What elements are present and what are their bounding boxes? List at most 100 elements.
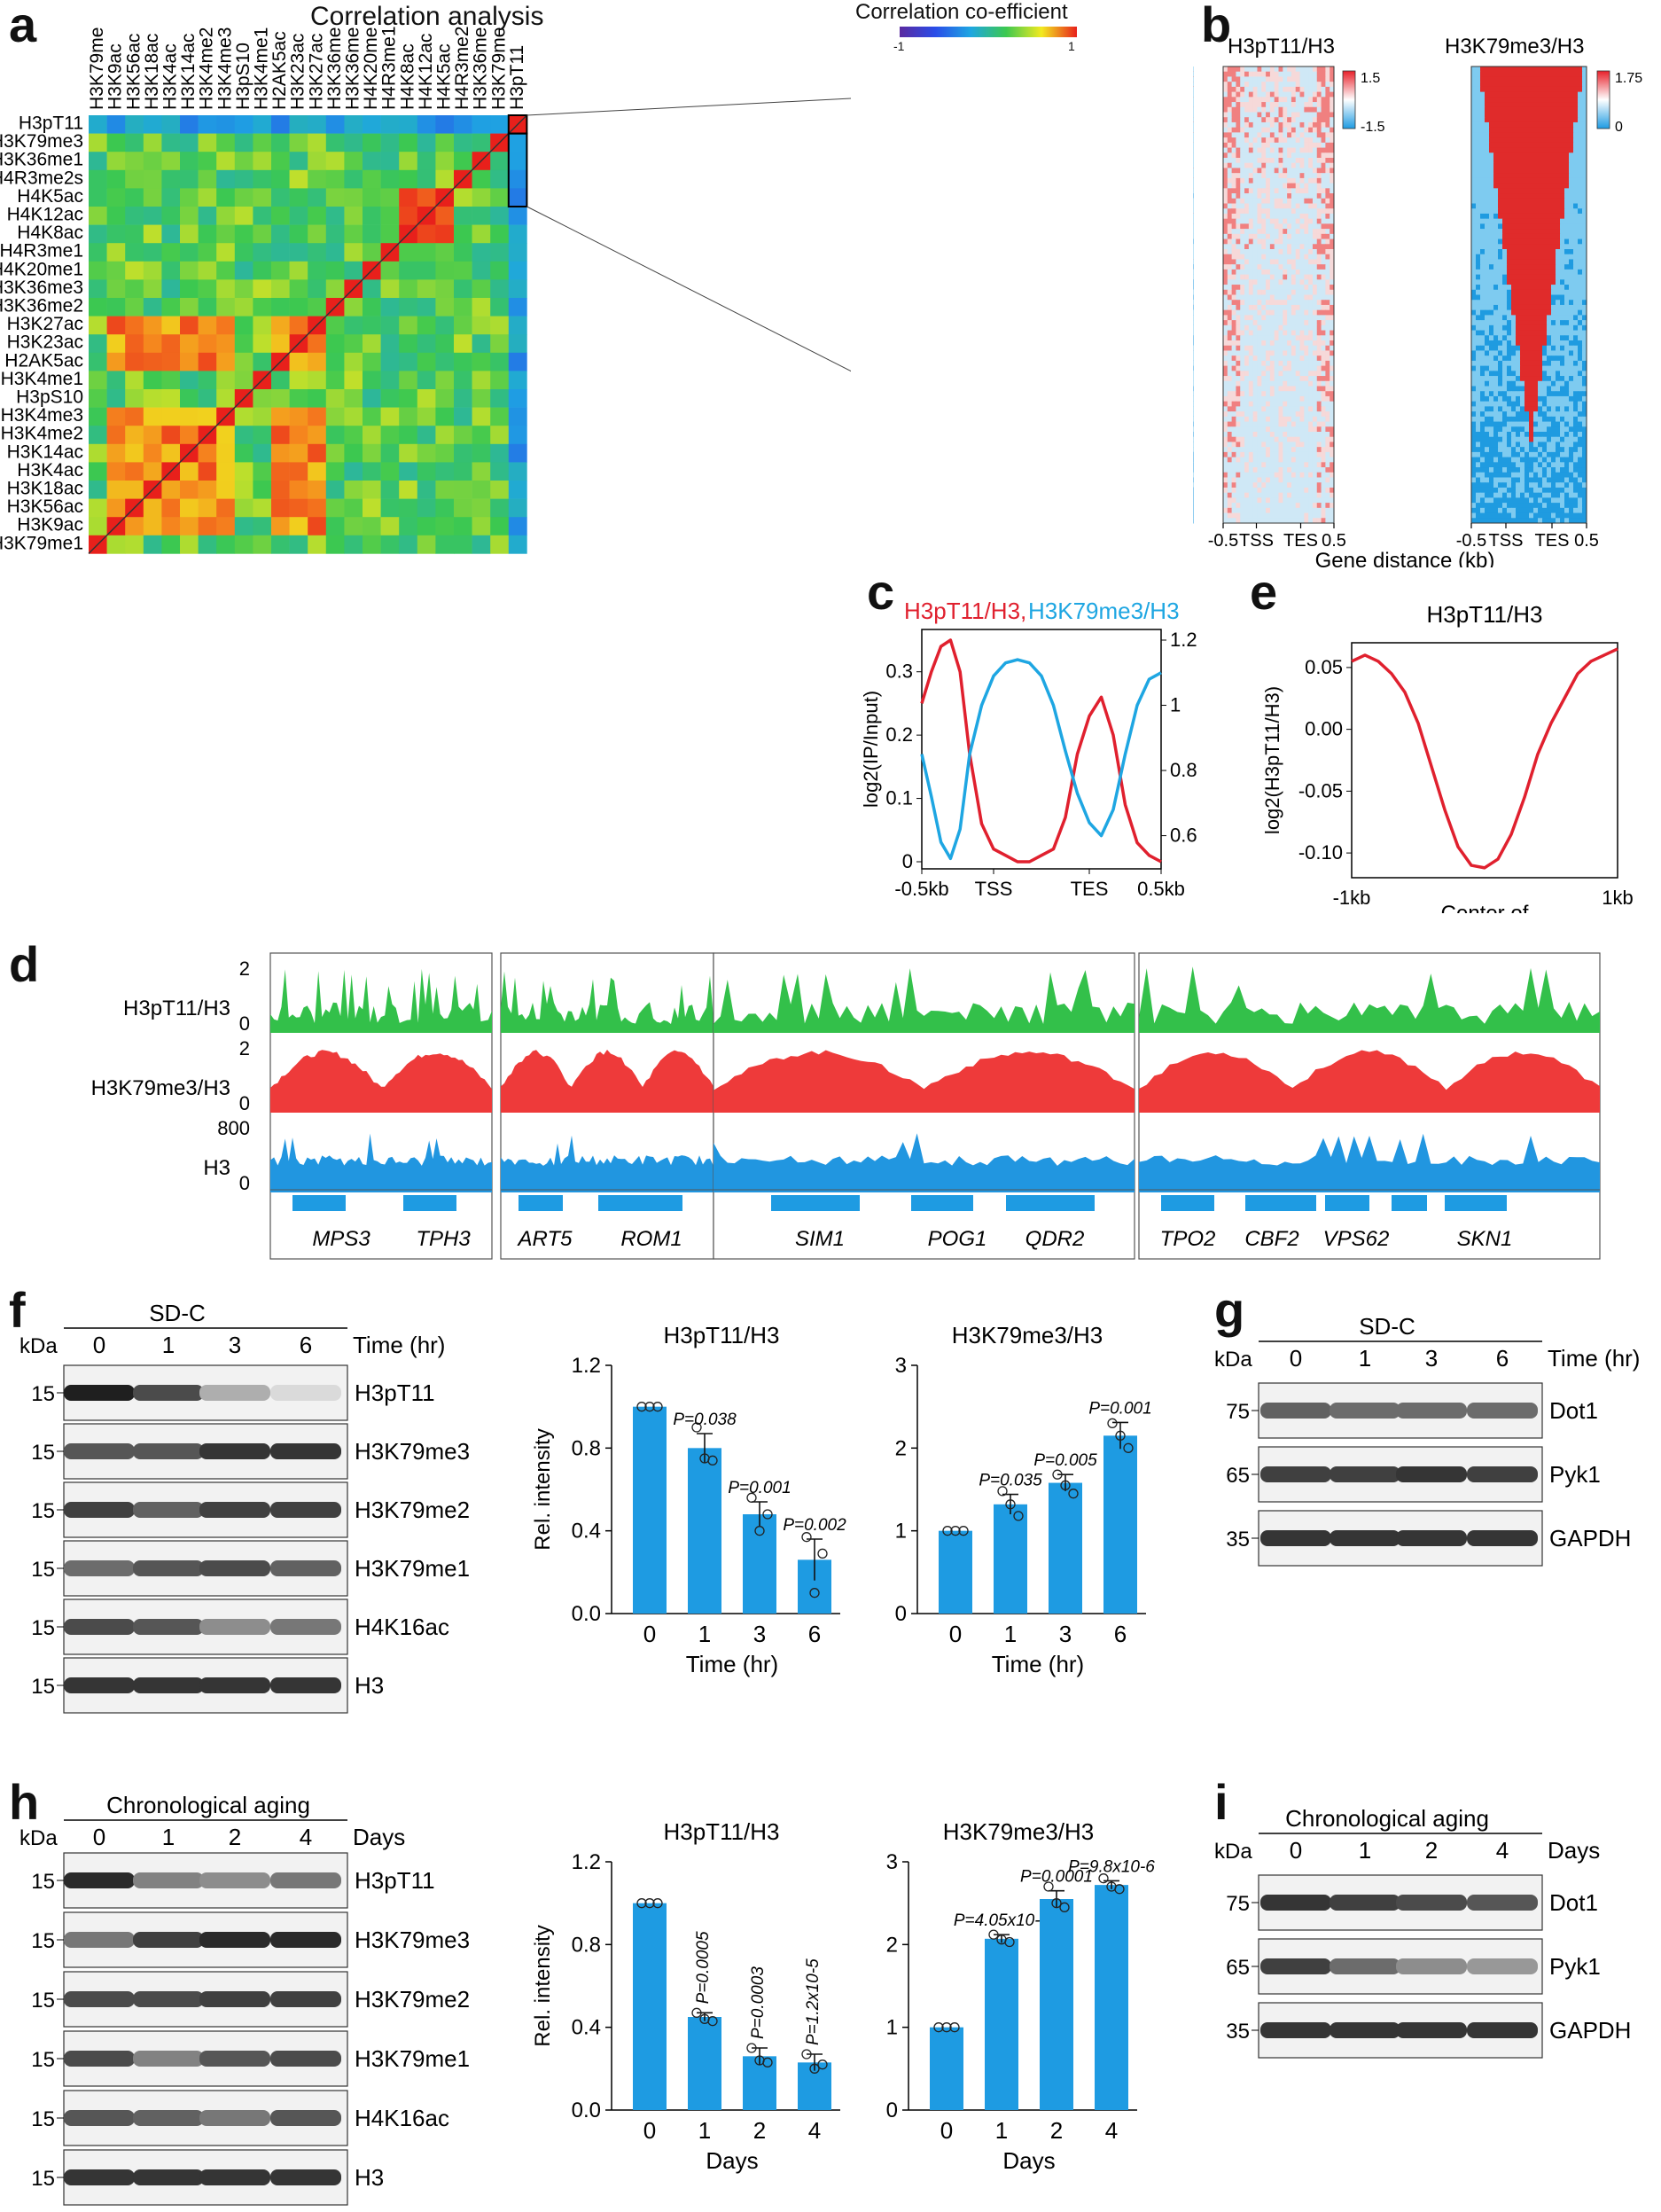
heatmap-cell [1269, 386, 1275, 392]
heatmap-cell [1244, 436, 1250, 442]
heatmap-cell [1240, 82, 1245, 88]
heatmap-cell [1287, 147, 1292, 153]
heatmap-cell [399, 481, 418, 499]
heatmap-cell [1231, 451, 1236, 458]
heatmap-cell [1299, 269, 1305, 276]
heatmap-cell [1321, 320, 1326, 326]
heatmap-cell [1231, 82, 1236, 88]
heatmap-cell [1231, 442, 1236, 448]
heatmap-cell [1287, 132, 1292, 138]
heatmap-cell [1321, 223, 1326, 230]
callout-line [526, 206, 851, 372]
heatmap-cell [1252, 386, 1258, 392]
heatmap-cell [1330, 391, 1335, 397]
heatmap-cell [1283, 365, 1288, 371]
heatmap-cell [1193, 304, 1194, 311]
heatmap-cell [1269, 356, 1275, 362]
heatmap-cell [472, 535, 491, 554]
heatmap-cell [1308, 218, 1314, 224]
heatmap-cell [1240, 360, 1245, 367]
heatmap-cell [1312, 218, 1318, 224]
heatmap-cell [1269, 324, 1275, 332]
heatmap-cell [271, 498, 290, 518]
heatmap-cell [1316, 106, 1322, 113]
heatmap-cell [1223, 395, 1228, 403]
heatmap-cell [1257, 426, 1262, 433]
heatmap-cell [1193, 300, 1194, 306]
heatmap-cell [1295, 203, 1301, 209]
heatmap-cell [1227, 350, 1233, 356]
heatmap-cell [1244, 254, 1250, 260]
heatmap-cell [1274, 223, 1279, 230]
heatmap-cell [1231, 86, 1236, 93]
heatmap-cell [1236, 371, 1241, 377]
heatmap-cell [1248, 203, 1254, 209]
heatmap-cell [1248, 66, 1254, 73]
heatmap-cell [1278, 213, 1283, 220]
heatmap-cell [1274, 66, 1279, 73]
heatmap-cell [1278, 66, 1283, 73]
heatmap-cell [143, 462, 162, 481]
heatmap-cell [1231, 71, 1236, 77]
heatmap-cell [106, 316, 126, 335]
heatmap-cell [1248, 340, 1254, 347]
heatmap-cell [1325, 294, 1330, 301]
heatmap-cell [1257, 82, 1262, 88]
heatmap-cell [1223, 233, 1228, 240]
heatmap-cell [1308, 71, 1314, 77]
heatmap-cell [1295, 371, 1301, 377]
colorbar-max: 1 [1068, 39, 1075, 53]
heatmap-cell [1252, 324, 1258, 332]
heatmap-cell [454, 152, 472, 171]
heatmap-cell [1244, 121, 1250, 129]
heatmap-cell [1325, 121, 1330, 129]
heatmap-cell [1248, 411, 1254, 418]
heatmap-cell [1295, 168, 1301, 174]
heatmap-cell [1316, 233, 1322, 240]
heatmap-cell [1261, 416, 1267, 423]
heatmap-cell [1299, 279, 1305, 285]
heatmap-cell [1274, 193, 1279, 199]
heatmap-cell [1244, 320, 1250, 326]
heatmap-cell [1269, 350, 1275, 356]
heatmap-cell [1193, 91, 1194, 98]
heatmap-cell [1283, 162, 1288, 168]
heatmap-cell [1304, 137, 1309, 144]
heatmap-cell [180, 316, 199, 335]
heatmap-cell [1223, 238, 1228, 245]
heatmap-cell [1287, 238, 1292, 245]
heatmap-cell [1287, 173, 1292, 179]
heatmap-cell [1321, 82, 1326, 88]
heatmap-cell [1295, 279, 1301, 285]
heatmap-cell [1223, 66, 1228, 73]
heatmap-cell [1240, 168, 1245, 174]
heatmap-cell [1223, 112, 1228, 118]
heatmap-cell [1299, 66, 1305, 73]
heatmap-cell [1240, 102, 1245, 108]
heatmap-cell [1252, 97, 1258, 103]
heatmap-cell [1252, 426, 1258, 433]
heatmap-cell [1304, 356, 1309, 362]
heatmap-cell [1240, 294, 1245, 301]
heatmap-cell [1231, 274, 1236, 280]
heatmap-cell [1283, 320, 1288, 326]
heatmap-cell [1330, 121, 1335, 129]
heatmap-cell [1291, 188, 1297, 194]
heatmap-cell [1248, 436, 1254, 442]
heatmap-cell [344, 371, 363, 390]
heatmap-cell [344, 352, 363, 371]
heatmap-cell [1304, 320, 1309, 326]
heatmap-cell [1244, 447, 1250, 453]
heatmap-cell [454, 517, 472, 536]
heatmap-cell [1295, 91, 1301, 98]
heatmap-cell [106, 133, 126, 152]
heatmap-cell [1240, 193, 1245, 199]
heatmap-cell [380, 152, 400, 171]
heatmap-cell [1312, 208, 1318, 215]
heatmap-cell [253, 207, 272, 225]
heatmap-cell [508, 371, 527, 390]
heatmap-cell [308, 115, 327, 134]
heatmap-cell [1236, 173, 1241, 179]
heatmap-cell [490, 462, 510, 481]
heatmap-cell [1266, 324, 1271, 332]
